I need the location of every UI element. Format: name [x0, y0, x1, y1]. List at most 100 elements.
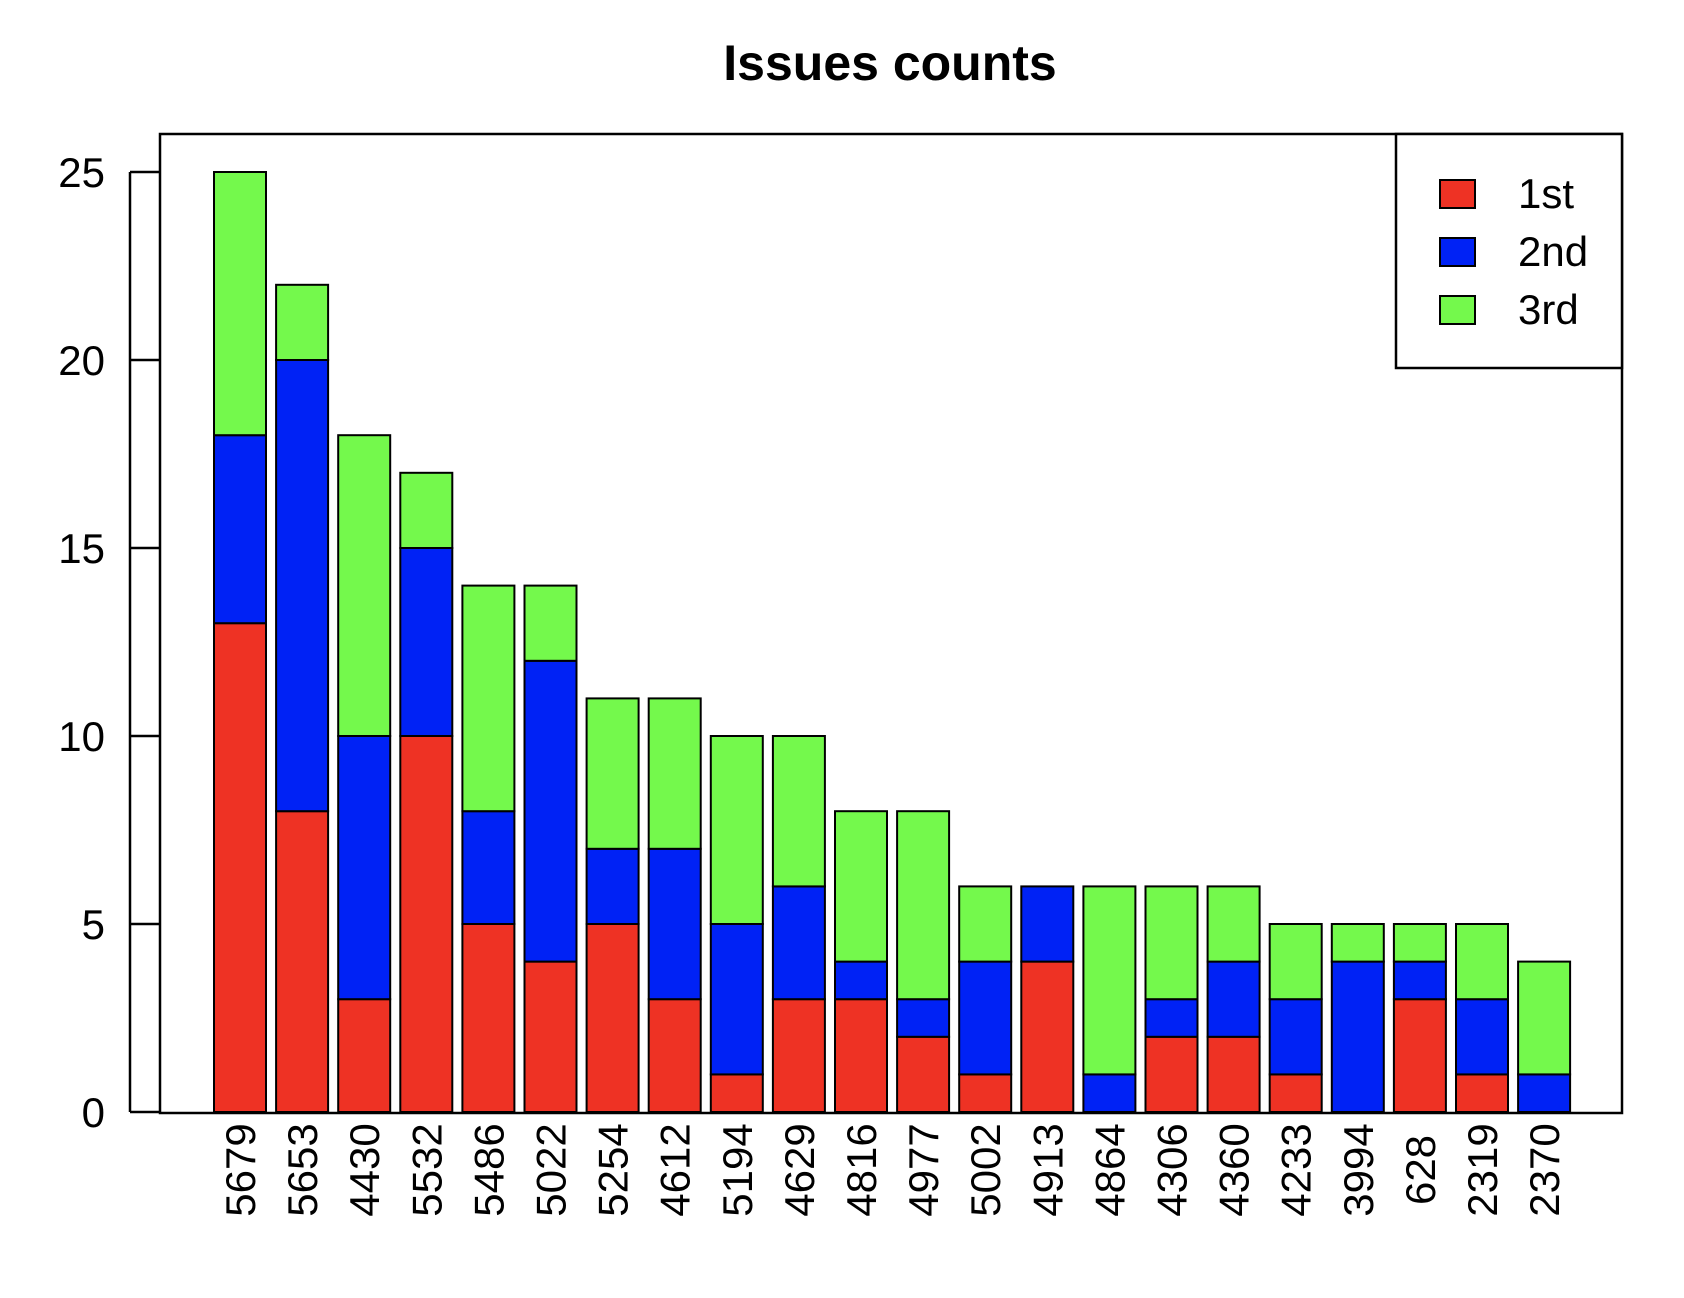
bar-segment-2319-3rd — [1455, 923, 1509, 1001]
bar-segment-4816-2nd — [834, 960, 888, 1001]
bar-segment-628-3rd — [1392, 923, 1447, 963]
bar-segment-4306-3rd — [1144, 885, 1199, 1001]
x-tick-label: 5254 — [590, 1123, 637, 1216]
x-tick-label: 4306 — [1149, 1123, 1196, 1216]
bar-segment-5254-2nd — [585, 847, 640, 925]
x-tick-label: 628 — [1397, 1135, 1444, 1205]
x-tick-label: 5002 — [962, 1123, 1009, 1216]
x-axis-labels: 5679 5653 4430 5532 5486 5022 5254 4612 5194 4629… — [217, 1123, 1568, 1216]
bar-segment-4977-3rd — [896, 810, 951, 1001]
bar-segment-4864-2nd — [1082, 1073, 1137, 1114]
bar-segment-5532-1st — [399, 735, 454, 1113]
y-tick-label: 20 — [58, 337, 105, 384]
bar-segment-5486-2nd — [461, 810, 516, 926]
bar-segment-4629-2nd — [771, 885, 826, 1001]
legend-swatch-2nd — [1439, 237, 1476, 267]
legend-swatch-3rd — [1439, 295, 1476, 325]
bar-segment-4629-1st — [771, 998, 826, 1114]
bar-segment-4612-1st — [647, 998, 702, 1114]
bar-segment-4233-2nd — [1268, 998, 1323, 1076]
bar-segment-4977-2nd — [896, 998, 951, 1038]
bar-segment-4977-1st — [896, 1035, 951, 1114]
plot-frame — [158, 132, 1624, 1115]
bar-segment-5653-1st — [275, 810, 330, 1113]
bar-segment-4360-2nd — [1206, 960, 1261, 1038]
bar-segment-5679-3rd — [213, 171, 267, 437]
x-tick-label: 3994 — [1335, 1123, 1382, 1216]
bar-segment-4612-2nd — [647, 847, 702, 1001]
bar-segment-5002-1st — [958, 1073, 1013, 1114]
x-tick-label: 4913 — [1024, 1123, 1071, 1216]
legend-label: 1st — [1518, 170, 1574, 217]
bar-segment-4816-3rd — [834, 810, 888, 963]
bar-segment-4306-1st — [1144, 1035, 1199, 1114]
bar-segment-5486-1st — [461, 923, 516, 1113]
x-tick-label: 5486 — [465, 1123, 512, 1216]
bar-segment-4233-3rd — [1268, 923, 1323, 1001]
bar-segment-2370-2nd — [1517, 1073, 1572, 1114]
x-tick-label: 5679 — [217, 1123, 264, 1216]
bar-segment-5532-2nd — [399, 547, 454, 737]
bar-segment-5194-1st — [709, 1073, 764, 1114]
x-tick-label: 5022 — [528, 1123, 575, 1216]
bar-segment-4864-3rd — [1082, 885, 1137, 1076]
bar-segment-4913-2nd — [1020, 885, 1075, 963]
bars-layer — [213, 171, 1572, 1114]
bar-segment-2319-2nd — [1455, 998, 1509, 1076]
bar-segment-4360-3rd — [1206, 885, 1261, 963]
bar-segment-5194-2nd — [709, 923, 764, 1076]
bar-segment-628-1st — [1392, 998, 1447, 1114]
legend-box — [1394, 132, 1624, 370]
x-tick-label: 4612 — [652, 1123, 699, 1216]
bar-segment-5194-3rd — [709, 735, 764, 925]
bar-segment-4306-2nd — [1144, 998, 1199, 1038]
y-tick-label: 15 — [58, 525, 105, 572]
bar-segment-3994-2nd — [1330, 960, 1385, 1113]
x-tick-label: 5653 — [279, 1123, 326, 1216]
bar-segment-5254-3rd — [585, 697, 640, 850]
bar-segment-5002-3rd — [958, 885, 1013, 963]
x-tick-label: 4233 — [1273, 1123, 1320, 1216]
bar-segment-5653-3rd — [275, 283, 330, 361]
legend-label: 3rd — [1518, 286, 1579, 333]
bar-segment-5022-3rd — [523, 584, 578, 662]
bar-segment-628-2nd — [1392, 960, 1447, 1001]
y-tick-label: 10 — [58, 713, 105, 760]
bar-segment-4430-1st — [337, 998, 392, 1114]
bar-segment-5679-1st — [213, 622, 267, 1113]
x-tick-label: 4430 — [341, 1123, 388, 1216]
legend-swatch-1st — [1439, 179, 1476, 209]
x-tick-label: 2370 — [1521, 1123, 1568, 1216]
y-tick-label: 0 — [82, 1089, 105, 1136]
x-tick-label: 4864 — [1086, 1123, 1133, 1216]
x-tick-label: 4360 — [1211, 1123, 1258, 1216]
bar-segment-4430-2nd — [337, 735, 392, 1001]
x-tick-label: 2319 — [1459, 1123, 1506, 1216]
bar-segment-4913-1st — [1020, 960, 1075, 1113]
bar-segment-5022-1st — [523, 960, 578, 1113]
x-tick-label: 5194 — [714, 1123, 761, 1216]
bar-segment-4816-1st — [834, 998, 888, 1114]
bar-segment-5532-3rd — [399, 471, 454, 549]
y-axis: 0 5 10 15 20 25 — [58, 149, 160, 1136]
legend-label: 2nd — [1518, 228, 1588, 275]
bar-segment-5653-2nd — [275, 359, 330, 813]
bar-segment-4430-3rd — [337, 434, 392, 737]
bar-segment-4612-3rd — [647, 697, 702, 850]
bar-segment-5679-2nd — [213, 434, 267, 625]
x-tick-label: 4629 — [776, 1123, 823, 1216]
bar-segment-4360-1st — [1206, 1035, 1261, 1114]
bar-segment-5486-3rd — [461, 584, 516, 813]
x-tick-label: 4816 — [838, 1123, 885, 1216]
bar-segment-5002-2nd — [958, 960, 1013, 1076]
x-tick-label: 4977 — [900, 1123, 947, 1216]
bar-segment-5254-1st — [585, 923, 640, 1113]
bar-segment-4233-1st — [1268, 1073, 1323, 1114]
bar-segment-5022-2nd — [523, 659, 578, 963]
y-tick-label: 5 — [82, 901, 105, 948]
bar-segment-2370-3rd — [1517, 960, 1572, 1076]
bar-segment-3994-3rd — [1330, 923, 1385, 963]
bar-segment-4629-3rd — [771, 735, 826, 888]
bar-segment-2319-1st — [1455, 1073, 1509, 1114]
